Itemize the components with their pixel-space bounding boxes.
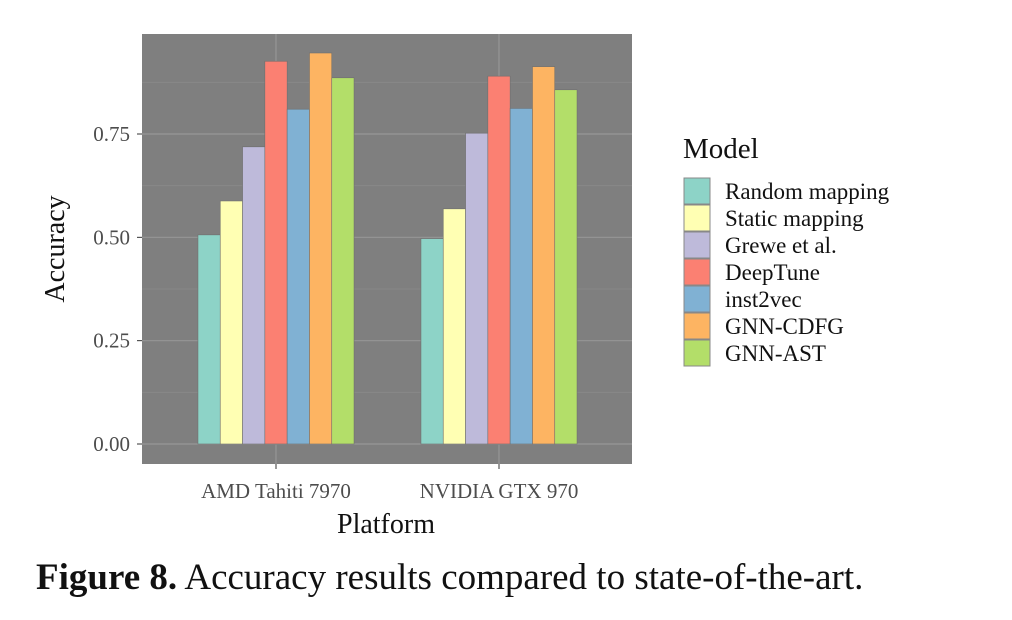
legend-label: GNN-CDFG xyxy=(725,314,844,339)
legend-key-inst2vec xyxy=(683,285,711,313)
y-tick-label: 0.75 xyxy=(93,122,130,146)
bar-gnn-cdfg-1 xyxy=(532,66,556,445)
legend-label: GNN-AST xyxy=(725,341,826,366)
legend-label: DeepTune xyxy=(725,260,820,285)
x-tick-label: NVIDIA GTX 970 xyxy=(420,479,579,503)
legend-label: Grewe et al. xyxy=(725,233,837,258)
caption-label: Figure 8. xyxy=(36,557,178,598)
x-tick-label: AMD Tahiti 7970 xyxy=(201,479,351,503)
bar-random-mapping-0 xyxy=(197,234,221,445)
y-tick-label: 0.00 xyxy=(93,432,130,456)
bar-grewe-et-al--1 xyxy=(465,132,489,445)
bar-inst2vec-1 xyxy=(509,108,533,445)
bar-random-mapping-1 xyxy=(420,238,444,445)
accuracy-bar-chart: 0.00 0.25 0.50 0.75 AMD Tahiti 7970 NVIDIA G… xyxy=(40,34,890,540)
bar-inst2vec-0 xyxy=(286,108,310,445)
legend-key-gnn-cdfg xyxy=(683,312,711,340)
y-tick-label: 0.50 xyxy=(93,225,130,249)
caption-text: Accuracy results compared to state-of-th… xyxy=(184,557,864,598)
legend-label: Static mapping xyxy=(725,206,864,231)
x-axis-title: Platform xyxy=(337,509,435,540)
legend-label: inst2vec xyxy=(725,287,802,312)
bar-static-mapping-0 xyxy=(219,200,243,445)
bar-gnn-ast-0 xyxy=(331,77,355,445)
y-tick-label: 0.25 xyxy=(93,329,130,353)
legend-title: Model xyxy=(683,133,759,165)
bars xyxy=(197,52,578,445)
bar-grewe-et-al--0 xyxy=(242,146,266,445)
legend-key-gnn-ast xyxy=(683,339,711,367)
figure-caption: Figure 8. Accuracy results compared to s… xyxy=(36,556,996,599)
bar-deeptune-1 xyxy=(487,75,511,445)
legend-key-static-mapping xyxy=(683,204,711,232)
y-axis: 0.00 0.25 0.50 0.75 xyxy=(93,122,142,456)
legend-key-random-mapping xyxy=(683,177,711,205)
legend-key-deeptune xyxy=(683,258,711,286)
bar-gnn-ast-1 xyxy=(554,89,578,445)
y-axis-title: Accuracy xyxy=(40,195,71,302)
legend-key-grewe-et-al- xyxy=(683,231,711,259)
bar-deeptune-0 xyxy=(264,60,288,445)
legend-label: Random mapping xyxy=(725,179,890,204)
bar-static-mapping-1 xyxy=(442,208,466,445)
bar-gnn-cdfg-0 xyxy=(309,52,333,445)
x-axis: AMD Tahiti 7970 NVIDIA GTX 970 xyxy=(201,464,578,503)
